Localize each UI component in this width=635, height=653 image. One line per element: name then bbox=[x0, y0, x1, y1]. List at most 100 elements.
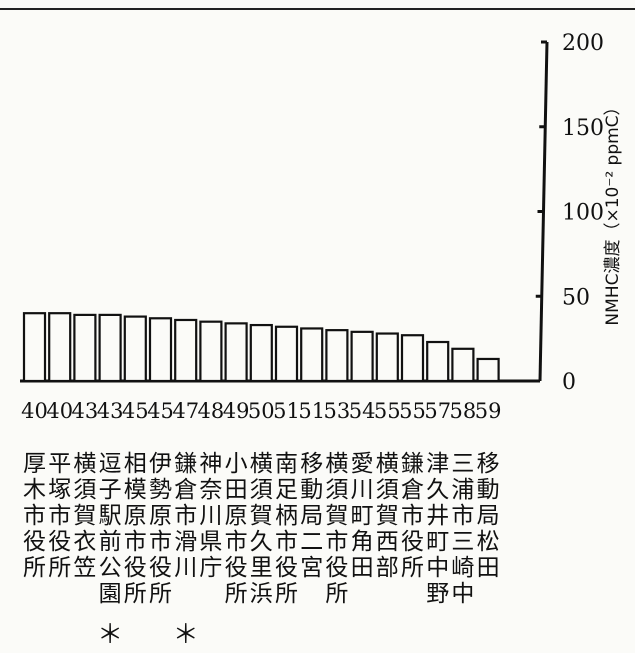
x-code-label-3: 43 bbox=[72, 399, 99, 423]
station-name-11-char-2: 足 bbox=[275, 477, 298, 503]
station-name-4-char-6: 園 bbox=[99, 581, 122, 607]
station-name-11-char-5: 役 bbox=[275, 555, 298, 581]
station-name-16-char-4: 役 bbox=[401, 529, 424, 555]
bar-10 bbox=[249, 323, 273, 383]
x-code-label-4: 43 bbox=[97, 399, 124, 423]
station-name-18-char-5: 崎 bbox=[451, 555, 474, 581]
bar-13 bbox=[325, 329, 349, 383]
station-name-2-char-2: 塚 bbox=[48, 477, 71, 503]
station-name-15-char-4: 西 bbox=[376, 529, 399, 555]
station-name-14-char-5: 田 bbox=[351, 555, 374, 581]
station-name-2-char-3: 市 bbox=[48, 503, 71, 529]
station-name-10-char-2: 須 bbox=[250, 477, 273, 503]
station-name-2-char-1: 平 bbox=[48, 451, 71, 477]
bar-12 bbox=[300, 327, 324, 383]
station-name-5-char-6: 所 bbox=[124, 581, 147, 607]
station-name-15-char-5: 部 bbox=[376, 555, 399, 581]
station-name-17-char-4: 町 bbox=[426, 529, 449, 555]
station-name-14-char-2: 川 bbox=[351, 477, 374, 503]
bar-7 bbox=[174, 318, 198, 383]
station-name-5-char-4: 市 bbox=[124, 529, 147, 555]
x-code-label-2: 40 bbox=[46, 399, 73, 423]
station-name-15-char-2: 須 bbox=[376, 477, 399, 503]
bar-15 bbox=[375, 332, 399, 383]
bar-5 bbox=[123, 315, 147, 383]
station-name-10-char-5: 里 bbox=[250, 555, 273, 581]
station-name-14-char-3: 町 bbox=[351, 503, 374, 529]
station-name-16-char-1: 鎌 bbox=[401, 451, 424, 477]
station-name-17-char-5: 中 bbox=[426, 555, 449, 581]
station-name-13-char-6: 所 bbox=[325, 581, 348, 607]
station-name-1-char-4: 役 bbox=[23, 529, 46, 555]
station-name-9-char-3: 原 bbox=[225, 503, 248, 529]
station-name-3-char-5: 笠 bbox=[73, 555, 96, 581]
x-code-label-18: 58 bbox=[450, 399, 477, 423]
station-name-17-char-2: 久 bbox=[426, 477, 449, 503]
y-axis-label: NMHC濃度（×10⁻² ppmC） bbox=[603, 98, 623, 325]
station-name-9-char-6: 所 bbox=[225, 581, 248, 607]
bar-19 bbox=[476, 357, 500, 383]
x-code-label-12: 51 bbox=[298, 399, 325, 423]
station-name-1-char-2: 木 bbox=[23, 477, 46, 503]
station-name-12-char-5: 宮 bbox=[300, 555, 323, 581]
station-name-9-char-4: 市 bbox=[225, 529, 248, 555]
station-name-13-char-5: 役 bbox=[325, 555, 348, 581]
asterisk-marker-4: ＊ bbox=[97, 620, 123, 650]
bar-16 bbox=[400, 334, 425, 383]
station-name-9-char-2: 田 bbox=[225, 477, 248, 503]
station-name-16-char-2: 倉 bbox=[401, 477, 424, 503]
station-name-3-char-3: 賀 bbox=[73, 503, 96, 529]
station-name-11-char-4: 市 bbox=[275, 529, 298, 555]
x-code-label-5: 45 bbox=[122, 399, 149, 423]
station-name-4-char-3: 駅 bbox=[99, 503, 122, 529]
station-name-13-char-2: 須 bbox=[325, 477, 348, 503]
station-name-8-char-2: 奈 bbox=[199, 477, 222, 503]
station-name-6-char-3: 原 bbox=[149, 503, 172, 529]
station-name-7-char-5: 川 bbox=[174, 555, 197, 581]
station-name-11-char-3: 柄 bbox=[275, 503, 298, 529]
station-name-17-char-6: 野 bbox=[426, 581, 449, 607]
bar-17 bbox=[426, 340, 450, 383]
station-name-15-char-1: 横 bbox=[376, 451, 399, 477]
station-name-8-char-5: 庁 bbox=[199, 555, 222, 581]
station-name-11-char-6: 所 bbox=[275, 581, 298, 607]
station-name-12-char-1: 移 bbox=[300, 451, 323, 477]
x-code-label-10: 50 bbox=[248, 399, 275, 423]
x-code-label-1: 40 bbox=[21, 399, 48, 423]
station-name-10-char-1: 横 bbox=[250, 451, 273, 477]
station-name-15-char-3: 賀 bbox=[376, 503, 399, 529]
y-tick-label-50: 50 bbox=[562, 285, 590, 310]
station-name-6-char-1: 伊 bbox=[149, 451, 172, 477]
bar-18 bbox=[451, 347, 475, 383]
x-code-label-15: 55 bbox=[374, 399, 401, 423]
bar-4 bbox=[98, 313, 122, 383]
y-tick-label-200: 200 bbox=[562, 31, 604, 56]
station-name-19-char-2: 動 bbox=[477, 477, 500, 503]
station-name-8-char-4: 県 bbox=[199, 529, 222, 555]
y-tick-label-0: 0 bbox=[562, 370, 576, 395]
station-name-8-char-3: 川 bbox=[199, 503, 222, 529]
bar-8 bbox=[199, 320, 223, 383]
bar-2 bbox=[48, 312, 72, 383]
station-name-1-char-3: 市 bbox=[23, 503, 46, 529]
station-name-4-char-4: 前 bbox=[99, 529, 122, 555]
bar-11 bbox=[274, 325, 299, 383]
station-name-3-char-1: 横 bbox=[73, 451, 96, 477]
x-code-label-11: 51 bbox=[273, 399, 300, 423]
station-name-13-char-1: 横 bbox=[325, 451, 348, 477]
station-name-14-char-1: 愛 bbox=[351, 451, 374, 477]
station-name-2-char-4: 役 bbox=[48, 529, 71, 555]
bar-1 bbox=[22, 312, 47, 383]
x-code-label-13: 53 bbox=[324, 399, 351, 423]
station-name-2-char-5: 所 bbox=[48, 555, 71, 581]
station-name-9-char-5: 役 bbox=[225, 555, 248, 581]
bar-3 bbox=[73, 313, 97, 383]
station-name-16-char-3: 市 bbox=[401, 503, 424, 529]
station-name-1-char-5: 所 bbox=[23, 555, 46, 581]
station-name-19-char-4: 松 bbox=[477, 529, 500, 555]
y-tick-label-150: 150 bbox=[562, 116, 604, 141]
station-name-18-char-2: 浦 bbox=[451, 477, 474, 503]
x-code-label-9: 49 bbox=[223, 399, 250, 423]
station-name-10-char-6: 浜 bbox=[250, 581, 273, 607]
